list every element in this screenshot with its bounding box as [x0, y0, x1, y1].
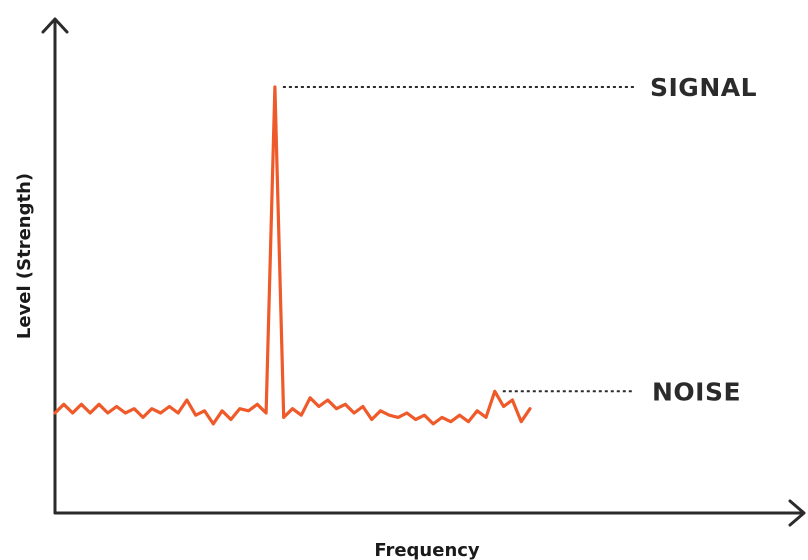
- axes: [41, 17, 806, 527]
- annotation-label-noise: NOISE: [652, 377, 741, 406]
- annotations: SIGNAL NOISE: [282, 73, 757, 406]
- y-axis-label: Level (Strength): [14, 173, 35, 339]
- series-group: [53, 85, 532, 426]
- y-axis-arrow-icon: [41, 17, 69, 34]
- x-axis-arrow-icon: [788, 499, 806, 527]
- annotation-label-signal: SIGNAL: [650, 73, 757, 102]
- x-axis-label: Frequency: [374, 540, 480, 560]
- series-line-0: [53, 85, 532, 426]
